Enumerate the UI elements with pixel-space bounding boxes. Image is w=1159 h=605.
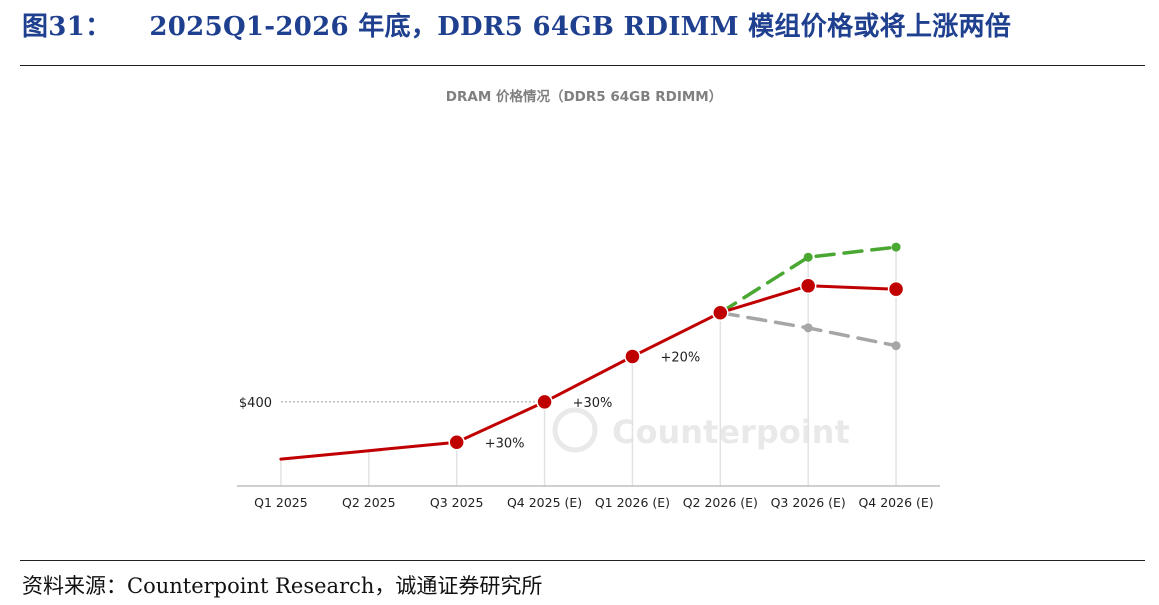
top-rule bbox=[20, 65, 1145, 66]
data-point bbox=[799, 277, 817, 295]
data-point bbox=[803, 323, 813, 333]
line-chart: DRAM 价格情况（DDR5 64GB RDIMM） Counterpoint … bbox=[237, 88, 940, 510]
source-note: 资料来源：Counterpoint Research，诚通证券研究所 bbox=[22, 574, 543, 598]
watermark-logo bbox=[552, 407, 598, 453]
data-point bbox=[803, 252, 813, 262]
annotation-label: +30% bbox=[485, 436, 525, 451]
watermark: Counterpoint bbox=[552, 407, 850, 453]
data-point bbox=[624, 348, 641, 365]
annotation-label: +20% bbox=[660, 350, 700, 365]
data-point bbox=[536, 393, 553, 411]
x-tick-label: Q3 2025 bbox=[430, 495, 484, 510]
chart-title: DRAM 价格情况（DDR5 64GB RDIMM） bbox=[446, 88, 722, 105]
figure-label: 图31： bbox=[22, 12, 112, 42]
data-point bbox=[891, 341, 901, 351]
data-point bbox=[712, 304, 729, 321]
series-line-dashed bbox=[718, 245, 898, 315]
data-point bbox=[887, 280, 905, 298]
data-point bbox=[891, 242, 901, 252]
figure-title: 图31： 2025Q1-2026 年底，DDR5 64GB RDIMM 模组价格或… bbox=[22, 6, 1011, 43]
data-point bbox=[448, 434, 465, 451]
x-tick-label: Q3 2026 (E) bbox=[771, 495, 846, 510]
x-tick-label: Q4 2026 (E) bbox=[858, 495, 933, 510]
watermark-text: Counterpoint bbox=[612, 413, 850, 451]
series-line-main bbox=[279, 284, 898, 461]
x-tick-label: Q2 2026 (E) bbox=[683, 495, 758, 510]
reference-line-label: $400 bbox=[239, 396, 272, 411]
x-tick-label: Q4 2025 (E) bbox=[507, 495, 582, 510]
figure-title-text: 2025Q1-2026 年底，DDR5 64GB RDIMM 模组价格或将上涨两… bbox=[149, 12, 1012, 42]
x-tick-label: Q1 2025 bbox=[254, 495, 308, 510]
x-tick-label: Q2 2025 bbox=[342, 495, 396, 510]
annotation-label: +30% bbox=[573, 396, 613, 411]
x-tick-label: Q1 2026 (E) bbox=[595, 495, 670, 510]
bottom-rule bbox=[20, 560, 1145, 561]
